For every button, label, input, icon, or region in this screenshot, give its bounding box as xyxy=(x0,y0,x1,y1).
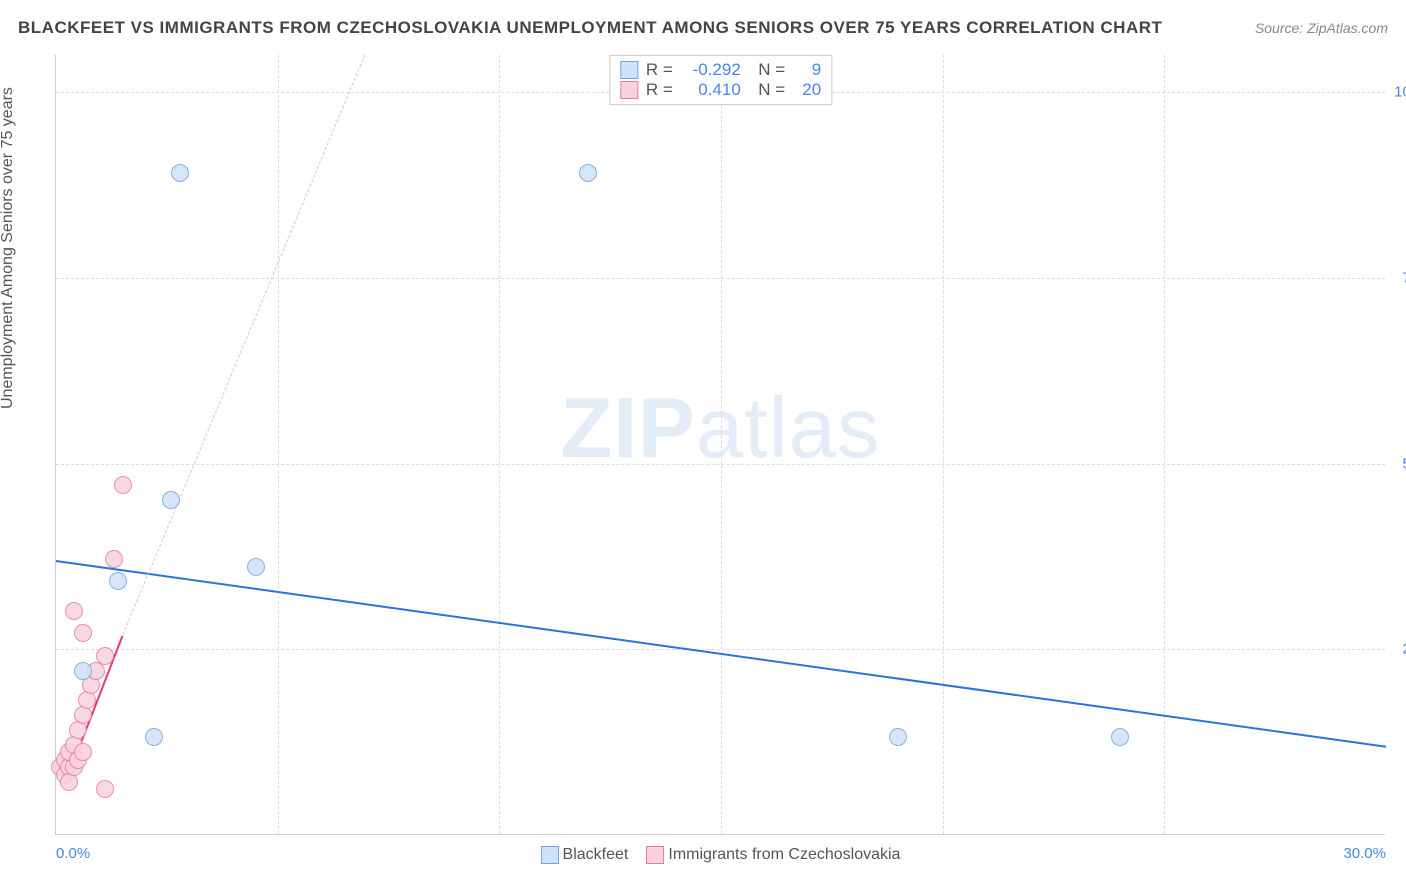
stats-n-value: 9 xyxy=(793,60,821,80)
data-point xyxy=(889,728,907,746)
data-point xyxy=(65,602,83,620)
legend-label: Blackfeet xyxy=(563,846,629,863)
stats-r-value: -0.292 xyxy=(681,60,741,80)
data-point xyxy=(145,728,163,746)
data-point xyxy=(74,662,92,680)
x-tick-label: 30.0% xyxy=(1343,845,1386,862)
trend-line xyxy=(122,55,365,635)
data-point xyxy=(162,491,180,509)
legend-swatch xyxy=(541,846,559,864)
watermark-light: atlas xyxy=(696,381,881,476)
data-point xyxy=(105,550,123,568)
data-point xyxy=(114,476,132,494)
gridline-vertical xyxy=(499,55,500,834)
chart-plot-area: ZIPatlas 25.0%50.0%75.0%100.0%0.0%30.0%R… xyxy=(55,55,1385,835)
legend-label: Immigrants from Czechoslovakia xyxy=(668,846,900,863)
y-axis-label: Unemployment Among Seniors over 75 years xyxy=(0,87,17,409)
stats-r-value: 0.410 xyxy=(681,80,741,100)
chart-title: BLACKFEET VS IMMIGRANTS FROM CZECHOSLOVA… xyxy=(18,18,1162,38)
stats-r-label: R = xyxy=(646,80,673,100)
stats-n-value: 20 xyxy=(793,80,821,100)
stats-n-label: N = xyxy=(749,60,785,80)
stats-r-label: R = xyxy=(646,60,673,80)
data-point xyxy=(1111,728,1129,746)
data-point xyxy=(247,558,265,576)
gridline-vertical xyxy=(1164,55,1165,834)
data-point xyxy=(74,743,92,761)
stats-row: R = 0.410 N = 20 xyxy=(620,80,821,100)
stats-legend: R = -0.292 N = 9R = 0.410 N = 20 xyxy=(609,55,832,105)
data-point xyxy=(96,780,114,798)
gridline-vertical xyxy=(943,55,944,834)
legend-swatch xyxy=(620,81,638,99)
y-tick-label: 25.0% xyxy=(1390,641,1406,658)
y-tick-label: 50.0% xyxy=(1390,455,1406,472)
gridline-vertical xyxy=(278,55,279,834)
watermark-bold: ZIP xyxy=(561,381,696,476)
y-tick-label: 75.0% xyxy=(1390,269,1406,286)
x-tick-label: 0.0% xyxy=(56,845,90,862)
data-point xyxy=(96,647,114,665)
data-point xyxy=(109,572,127,590)
data-point xyxy=(74,624,92,642)
chart-header: BLACKFEET VS IMMIGRANTS FROM CZECHOSLOVA… xyxy=(18,18,1388,38)
data-point xyxy=(579,164,597,182)
legend-item: Blackfeet xyxy=(541,846,629,864)
legend-item: Immigrants from Czechoslovakia xyxy=(646,846,900,864)
y-tick-label: 100.0% xyxy=(1390,84,1406,101)
stats-row: R = -0.292 N = 9 xyxy=(620,60,821,80)
legend-swatch xyxy=(646,846,664,864)
gridline-vertical xyxy=(721,55,722,834)
data-point xyxy=(171,164,189,182)
chart-source: Source: ZipAtlas.com xyxy=(1255,20,1388,36)
bottom-legend: Blackfeet Immigrants from Czechoslovakia xyxy=(541,846,901,864)
legend-swatch xyxy=(620,61,638,79)
stats-n-label: N = xyxy=(749,80,785,100)
